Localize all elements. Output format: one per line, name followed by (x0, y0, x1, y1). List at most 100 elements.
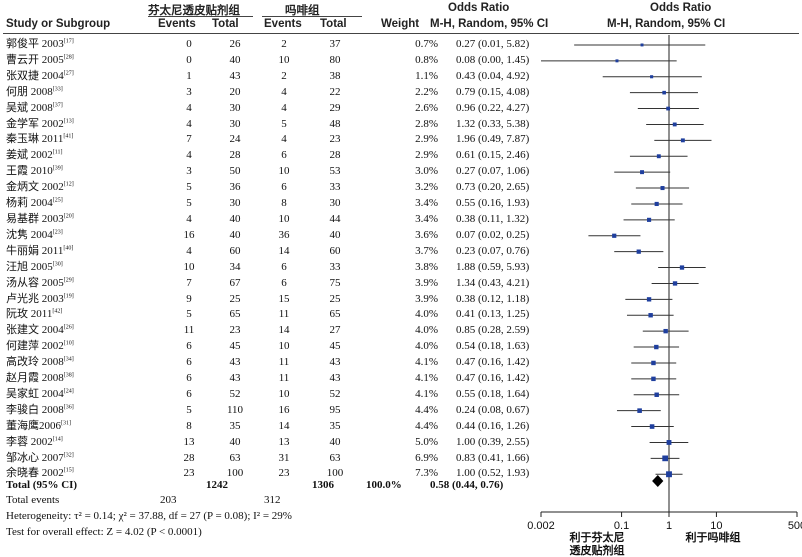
study-ref: [15] (63, 467, 74, 474)
total1-cell: 45 (229, 340, 241, 353)
study-table: 郭俊平 2003[17] 0 26 2 37 0.7% 0.27 (0.01, 5.82) 曹… (0, 37, 604, 482)
total1-cell: 36 (229, 181, 241, 194)
events2-cell: 31 (278, 451, 290, 464)
total2-cell: 95 (329, 403, 341, 416)
total-events2: 312 (264, 494, 281, 506)
events2-cell: 4 (281, 101, 287, 114)
weight-cell: 3.2% (415, 181, 438, 194)
study-name-cell: 董海鹰2006[31] (0, 419, 166, 435)
study-row: 吴家虹 2004[24] 6 52 10 52 4.1% 0.55 (0.18, 1.64) (0, 387, 604, 403)
total1-cell: 25 (229, 292, 241, 305)
study-row: 董海鹰2006[31] 8 35 14 35 4.4% 0.44 (0.16, 1.26) (0, 419, 604, 435)
point-estimate (656, 154, 661, 159)
study-name: 赵月霞 2008 (6, 372, 64, 385)
weight-cell: 5.0% (415, 435, 438, 448)
study-row: 李骏白 2008[36] 5 110 16 95 4.4% 0.24 (0.08, 0.67… (0, 403, 604, 419)
or-cell: 0.79 (0.15, 4.08) (456, 85, 530, 98)
total-weight: 100.0% (366, 479, 402, 491)
events1-cell: 4 (186, 149, 192, 162)
point-estimate (654, 344, 659, 350)
study-name-cell: 金炳文 2002[12] (0, 180, 166, 196)
events1-cell: 5 (186, 197, 192, 210)
study-name-cell: 牛丽娟 2011[40] (0, 244, 166, 260)
total1-cell: 40 (229, 435, 241, 448)
total1-cell: 24 (229, 133, 241, 146)
point-estimate (662, 90, 666, 95)
events1-cell: 1 (186, 69, 192, 82)
events1-cell: 6 (186, 387, 192, 400)
total2-cell: 45 (329, 340, 341, 353)
study-row: 张建文 2004[26] 11 23 14 27 4.0% 0.85 (0.28, 2.59… (0, 323, 604, 339)
point-estimate (654, 392, 659, 397)
study-name-cell: 卢光兆 2003[19] (0, 292, 166, 308)
study-row: 曹云开 2005[28] 0 40 10 80 0.8% 0.08 (0.00, 1.45) (0, 53, 604, 69)
total2-cell: 30 (329, 197, 341, 210)
study-name-cell: 何建萍 2002[10] (0, 339, 166, 355)
study-row: 秦玉琳 2011[41] 7 24 4 23 2.9% 1.96 (0.49, 7.87) (0, 132, 604, 148)
or-cell: 0.44 (0.16, 1.26) (456, 419, 530, 432)
study-name: 张建文 2004 (6, 324, 64, 337)
point-estimate (660, 186, 665, 191)
or-cell: 1.32 (0.33, 5.38) (456, 117, 530, 130)
events1-cell: 4 (186, 117, 192, 130)
weight-cell: 2.6% (415, 101, 438, 114)
events1-cell: 7 (186, 276, 192, 289)
point-estimate (666, 440, 672, 445)
weight-cell: 4.1% (415, 356, 438, 369)
events1-cell: 9 (186, 292, 192, 305)
weight-cell: 2.9% (415, 149, 438, 162)
weight-cell: 3.8% (415, 260, 438, 273)
point-estimate (636, 249, 641, 254)
total2-cell: 48 (329, 117, 341, 130)
study-row: 沈隽 2004[23] 16 40 36 40 3.6% 0.07 (0.02, 0.25) (0, 228, 604, 244)
events2-cell: 14 (278, 244, 290, 257)
or-cell: 1.00 (0.52, 1.93) (456, 467, 530, 480)
favours-left-label-line2: 透皮贴剂组 (570, 543, 625, 557)
study-row: 姜斌 2002[11] 4 28 6 28 2.9% 0.61 (0.15, 2.46) (0, 148, 604, 164)
study-row: 赵月霞 2008[38] 6 43 11 43 4.1% 0.47 (0.16, 1.42) (0, 371, 604, 387)
total2-cell: 80 (329, 53, 341, 66)
total1-cell: 40 (229, 228, 241, 241)
events2-cell: 14 (278, 419, 290, 432)
events1-cell: 10 (183, 260, 195, 273)
events1-cell: 4 (186, 101, 192, 114)
events2-cell: 11 (278, 356, 290, 369)
study-ref: [27] (63, 70, 74, 77)
study-name: 金学军 2002 (6, 117, 64, 130)
study-name: 杨莉 2004 (6, 197, 53, 210)
study-name-cell: 余晓春 2002[15] (0, 466, 166, 482)
study-row: 汪旭 2005[30] 10 34 6 33 3.8% 1.88 (0.59, 5.93) (0, 260, 604, 276)
header-rule (3, 33, 799, 34)
point-estimate (663, 328, 668, 334)
study-ref: [38] (63, 372, 74, 379)
study-row: 王霞 2010[39] 3 50 10 53 3.0% 0.27 (0.07, 1.06) (0, 164, 604, 180)
total1-cell: 30 (229, 197, 241, 210)
weight-cell: 3.4% (415, 212, 438, 225)
or-cell: 0.43 (0.04, 4.92) (456, 69, 530, 82)
total1-cell: 30 (229, 101, 241, 114)
events1-cell: 6 (186, 356, 192, 369)
events2-cell: 8 (281, 197, 287, 210)
heterogeneity-text: Heterogeneity: τ² = 0.14; χ² = 37.88, df… (6, 510, 292, 522)
study-name: 沈隽 2004 (6, 228, 53, 241)
study-ref: [13] (63, 117, 74, 124)
study-name-cell: 金学军 2002[13] (0, 117, 166, 133)
overall-effect-text: Test for overall effect: Z = 4.02 (P < 0… (6, 526, 202, 538)
or-cell: 0.08 (0.00, 1.45) (456, 53, 530, 66)
total-events1: 203 (160, 494, 177, 506)
events2-cell: 15 (278, 292, 290, 305)
weight-cell: 3.0% (415, 165, 438, 178)
study-name: 张双捷 2004 (6, 69, 64, 82)
study-name-cell: 曹云开 2005[28] (0, 53, 166, 69)
study-name-cell: 易基群 2003[20] (0, 212, 166, 228)
events2-cell: 5 (281, 117, 287, 130)
study-row: 金学军 2002[13] 4 30 5 48 2.8% 1.32 (0.33, 5.38) (0, 117, 604, 133)
events2-cell: 36 (278, 228, 290, 241)
events1-cell: 0 (186, 38, 192, 50)
total1-cell: 20 (229, 85, 241, 98)
total1-cell: 34 (229, 260, 241, 273)
study-row: 李蓉 2002[14] 13 40 13 40 5.0% 1.00 (0.39, 2.55) (0, 435, 604, 451)
study-name: 曹云开 2005 (6, 53, 64, 66)
study-ref: [37] (52, 101, 63, 108)
study-ref: [17] (63, 38, 74, 45)
